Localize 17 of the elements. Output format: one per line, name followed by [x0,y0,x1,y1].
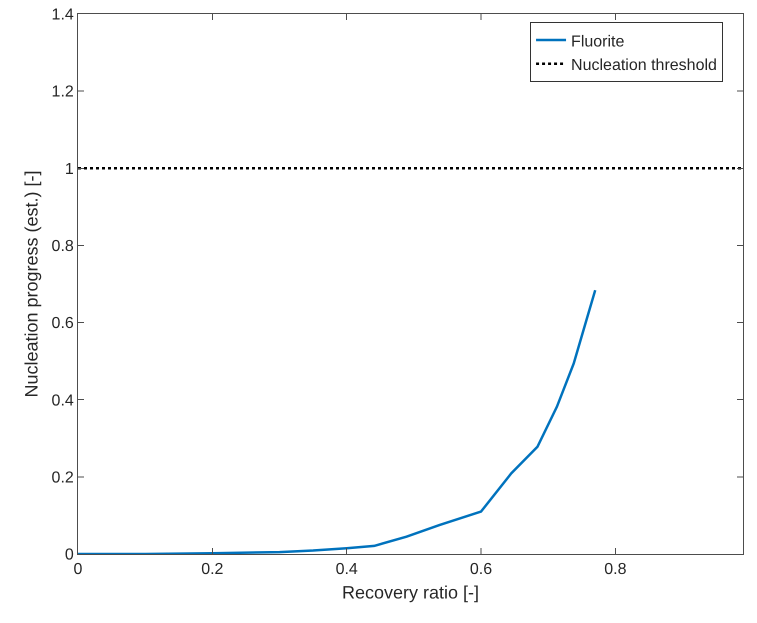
y-axis-title: Nucleation progress (est.) [-] [22,170,42,398]
y-tick-label: 1.2 [52,84,74,101]
x-tick-label: 0.2 [201,561,224,578]
x-axis-title: Recovery ratio [-] [342,582,480,602]
legend-label: Fluorite [571,33,625,50]
y-tick-label: 0.6 [52,315,74,332]
y-tick-label: 1 [64,160,74,178]
line-series [78,288,596,554]
y-tick-label: 0.8 [52,238,74,256]
y-tick-label: 1.4 [52,6,74,24]
x-tick-label: 0.4 [336,561,358,578]
x-tick-label: 0.8 [604,561,627,578]
x-tick-label: 0.6 [470,561,492,578]
y-tick-label: 0.2 [52,469,74,486]
y-tick-label: 0 [64,546,74,564]
legend-label: Nucleation threshold [571,57,717,74]
y-tick-label: 0.4 [52,392,74,410]
